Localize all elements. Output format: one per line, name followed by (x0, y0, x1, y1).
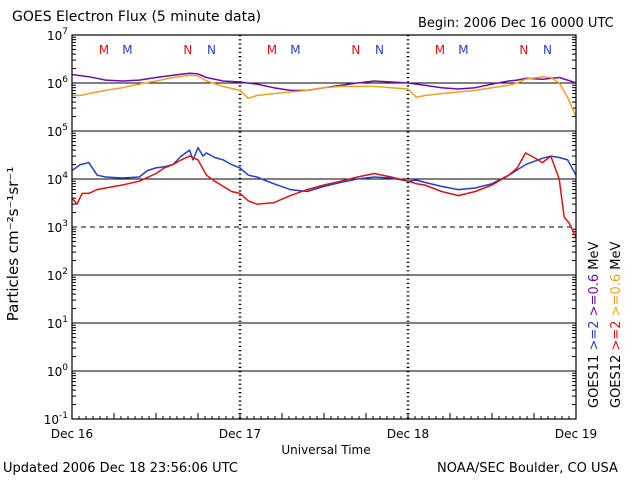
legend-entry: GOES11 (587, 355, 602, 408)
y-tick-label: 102 (47, 267, 68, 283)
plot-frame (71, 34, 577, 420)
mn-marker: M (458, 43, 468, 57)
legend-entry: >=2 (587, 320, 602, 354)
series-line-goes12_06 (72, 74, 577, 117)
grid-lines (72, 36, 576, 406)
mn-marker: N (519, 43, 528, 57)
y-tick-label: 106 (47, 75, 68, 91)
x-axis-label: Universal Time (281, 443, 370, 457)
mn-marker: M (122, 43, 132, 57)
credit-label: NOAA/SEC Boulder, CO USA (437, 461, 618, 476)
mn-marker: M (290, 43, 300, 57)
series-lines (71, 72, 577, 238)
legend-entry: GOES12 (609, 355, 624, 408)
y-tick-label: 10-1 (44, 411, 68, 427)
updated-time-label: Updated 2006 Dec 18 23:56:06 UTC (3, 461, 238, 476)
mn-marker: N (351, 43, 360, 57)
y-tick-label: 103 (47, 219, 68, 235)
legend-entry: MeV (587, 242, 602, 274)
legend-entry: >=0.6 (609, 274, 624, 321)
y-tick-label: 104 (47, 171, 68, 187)
y-tick-labels: 10-1 100 101 102 103 104 105 106 107 (44, 27, 69, 427)
legend-entry: MeV (609, 242, 624, 274)
y-tick-label: 101 (47, 315, 68, 331)
y-tick-label: 107 (47, 27, 68, 43)
legend-column: GOES11 >=2 >=0.6 MeV (587, 242, 602, 408)
x-tick-label: Dec 17 (219, 427, 261, 441)
x-tick-label: Dec 16 (51, 427, 93, 441)
x-tick-label: Dec 18 (387, 427, 429, 441)
mn-marker: M (267, 43, 277, 57)
legend-entry: >=0.6 (587, 274, 602, 321)
y-axis-label: Particles cm⁻²s⁻¹sr⁻¹ (4, 167, 22, 321)
series-line-goes11_2 (71, 146, 577, 193)
legend-column: GOES12 >=2 >=0.6 MeV (609, 242, 624, 408)
chart-title: GOES Electron Flux (5 minute data) (12, 9, 262, 25)
mn-marker: N (375, 43, 384, 57)
day-boundary-lines (78, 35, 570, 419)
begin-time-label: Begin: 2006 Dec 16 0000 UTC (418, 16, 614, 31)
y-tick-label: 105 (47, 123, 68, 139)
mn-marker: N (543, 43, 552, 57)
mn-marker: N (207, 43, 216, 57)
legend-entry: >=2 (609, 320, 624, 354)
mn-marker: M (435, 43, 445, 57)
mn-marker: M (99, 43, 109, 57)
x-tick-labels: Dec 16 Dec 17 Dec 18 Dec 19 (51, 427, 597, 441)
mn-marker: N (183, 43, 192, 57)
series-line-goes12_2 (71, 152, 577, 238)
x-tick-label: Dec 19 (555, 427, 597, 441)
y-tick-label: 100 (47, 363, 68, 379)
